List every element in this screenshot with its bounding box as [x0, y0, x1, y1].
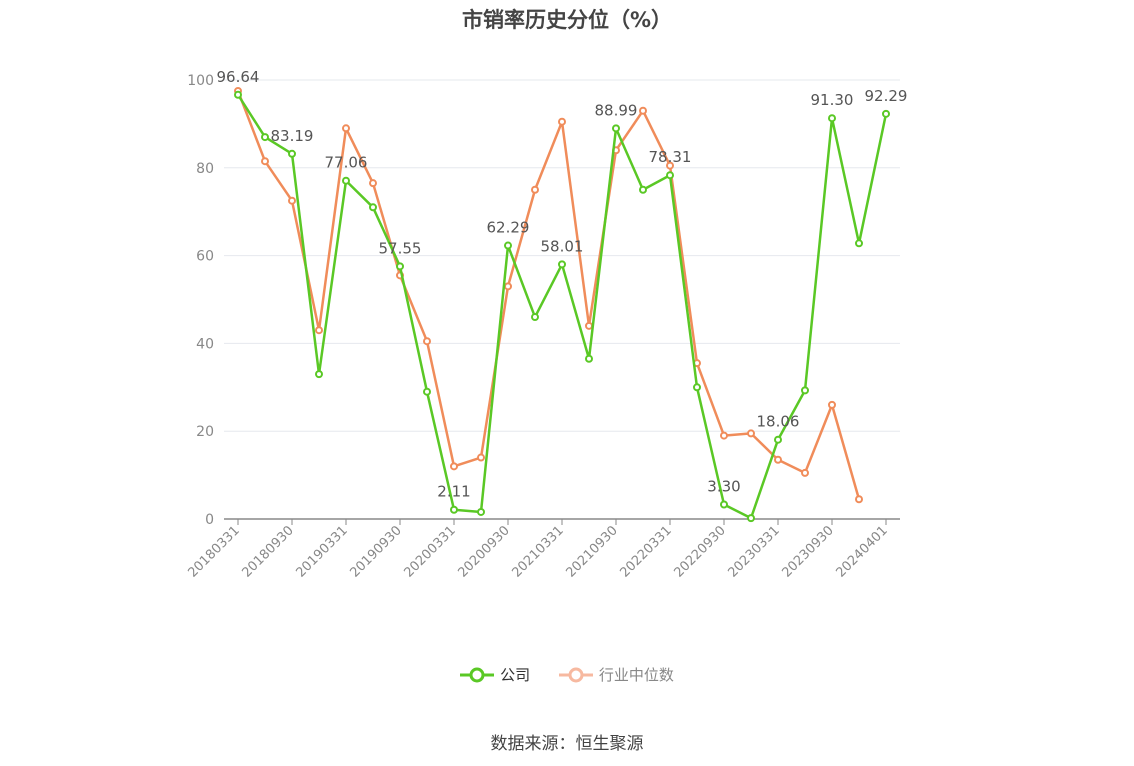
data-point: [747, 429, 755, 438]
data-source-note: 数据来源：恒生聚源: [490, 734, 644, 754]
data-point: [639, 185, 647, 194]
data-point: [531, 185, 539, 194]
plot-area: [234, 86, 890, 523]
data-label: 83.19: [271, 127, 314, 145]
gridlines: [224, 79, 900, 432]
line-chart: 0 20 40 60 80 100 201803312018093020190331201…: [185, 68, 908, 581]
x-tick-label: 20240401: [833, 523, 890, 580]
data-label: 91.30: [811, 91, 854, 109]
data-label: 78.31: [649, 148, 692, 166]
data-point: [585, 321, 593, 330]
data-point: [666, 171, 674, 180]
data-point: [747, 514, 755, 523]
x-tick-label: 20230930: [779, 523, 836, 580]
data-label: 96.64: [217, 68, 260, 86]
data-point: [234, 90, 242, 99]
data-point: [369, 203, 377, 212]
legend-line-marker-icon: [460, 667, 495, 682]
data-label: 88.99: [595, 101, 638, 119]
series-line-1: [236, 90, 861, 500]
legend: 公司 行业中位数: [0, 664, 1134, 687]
data-point: [261, 133, 269, 142]
data-point: [477, 453, 485, 462]
data-point: [828, 400, 836, 409]
data-point: [666, 161, 674, 170]
y-tick-label: 80: [196, 161, 214, 177]
chart-title: 市销率历史分位（%）: [461, 8, 673, 32]
data-point: [558, 117, 566, 126]
data-point: [801, 386, 809, 395]
y-tick-label: 60: [196, 249, 214, 265]
data-point: [450, 505, 458, 514]
data-point: [423, 337, 431, 346]
x-tick-label: 20180930: [239, 523, 296, 580]
data-labels: 96.64 83.19 77.06 57.55 2.11 62.29 58.01 88.99 7…: [217, 68, 908, 501]
data-point: [288, 149, 296, 158]
data-point: [558, 260, 566, 269]
data-label: 58.01: [541, 237, 584, 255]
data-point: [774, 455, 782, 464]
legend-line-marker-icon: [558, 667, 593, 682]
x-tick-label: 20180331: [185, 523, 242, 580]
data-label: 57.55: [379, 239, 422, 257]
data-point: [720, 431, 728, 440]
data-point: [342, 124, 350, 133]
data-point: [774, 435, 782, 444]
y-tick-label: 40: [196, 336, 214, 352]
x-tick-label: 20210930: [563, 523, 620, 580]
data-label: 18.06: [757, 413, 800, 431]
y-tick-label: 20: [196, 424, 214, 440]
legend-label-industry-median: 行业中位数: [598, 666, 674, 684]
data-point: [612, 124, 620, 133]
data-point: [342, 176, 350, 185]
data-point: [288, 196, 296, 205]
data-point: [693, 383, 701, 392]
x-axis: 2018033120180930201903312019093020200331…: [185, 518, 900, 581]
x-tick-label: 20200331: [401, 523, 458, 580]
legend-item-industry-median[interactable]: 行业中位数: [558, 664, 674, 685]
x-tick-label: 20210331: [509, 523, 566, 580]
data-point: [828, 114, 836, 123]
y-axis: 0 20 40 60 80 100: [187, 73, 214, 528]
data-point: [261, 157, 269, 166]
data-point: [531, 313, 539, 322]
y-tick-label: 0: [205, 512, 214, 528]
x-tick-label: 20200930: [455, 523, 512, 580]
y-tick-label: 100: [187, 73, 214, 89]
data-label: 2.11: [437, 483, 470, 501]
data-point: [315, 326, 323, 335]
data-point: [315, 370, 323, 379]
x-tick-label: 20220930: [671, 523, 728, 580]
data-point: [855, 239, 863, 248]
data-point: [504, 241, 512, 250]
data-label: 62.29: [487, 219, 530, 237]
data-point: [450, 462, 458, 471]
data-point: [639, 106, 647, 115]
data-point: [720, 500, 728, 509]
data-point: [504, 282, 512, 291]
x-tick-label: 20190930: [347, 523, 404, 580]
x-tick-label: 20190331: [293, 523, 350, 580]
data-point: [477, 507, 485, 516]
data-label: 3.30: [707, 478, 740, 496]
x-tick-label: 20230331: [725, 523, 782, 580]
data-point: [423, 387, 431, 396]
data-point: [585, 354, 593, 363]
legend-label-company: 公司: [500, 666, 531, 684]
legend-item-company[interactable]: 公司: [460, 664, 530, 685]
data-point: [396, 262, 404, 271]
data-point: [801, 468, 809, 477]
data-point: [882, 109, 890, 118]
data-point: [369, 179, 377, 188]
data-label: 92.29: [865, 87, 908, 105]
x-tick-label: 20220331: [617, 523, 674, 580]
data-label: 77.06: [325, 154, 368, 172]
data-point: [855, 495, 863, 504]
